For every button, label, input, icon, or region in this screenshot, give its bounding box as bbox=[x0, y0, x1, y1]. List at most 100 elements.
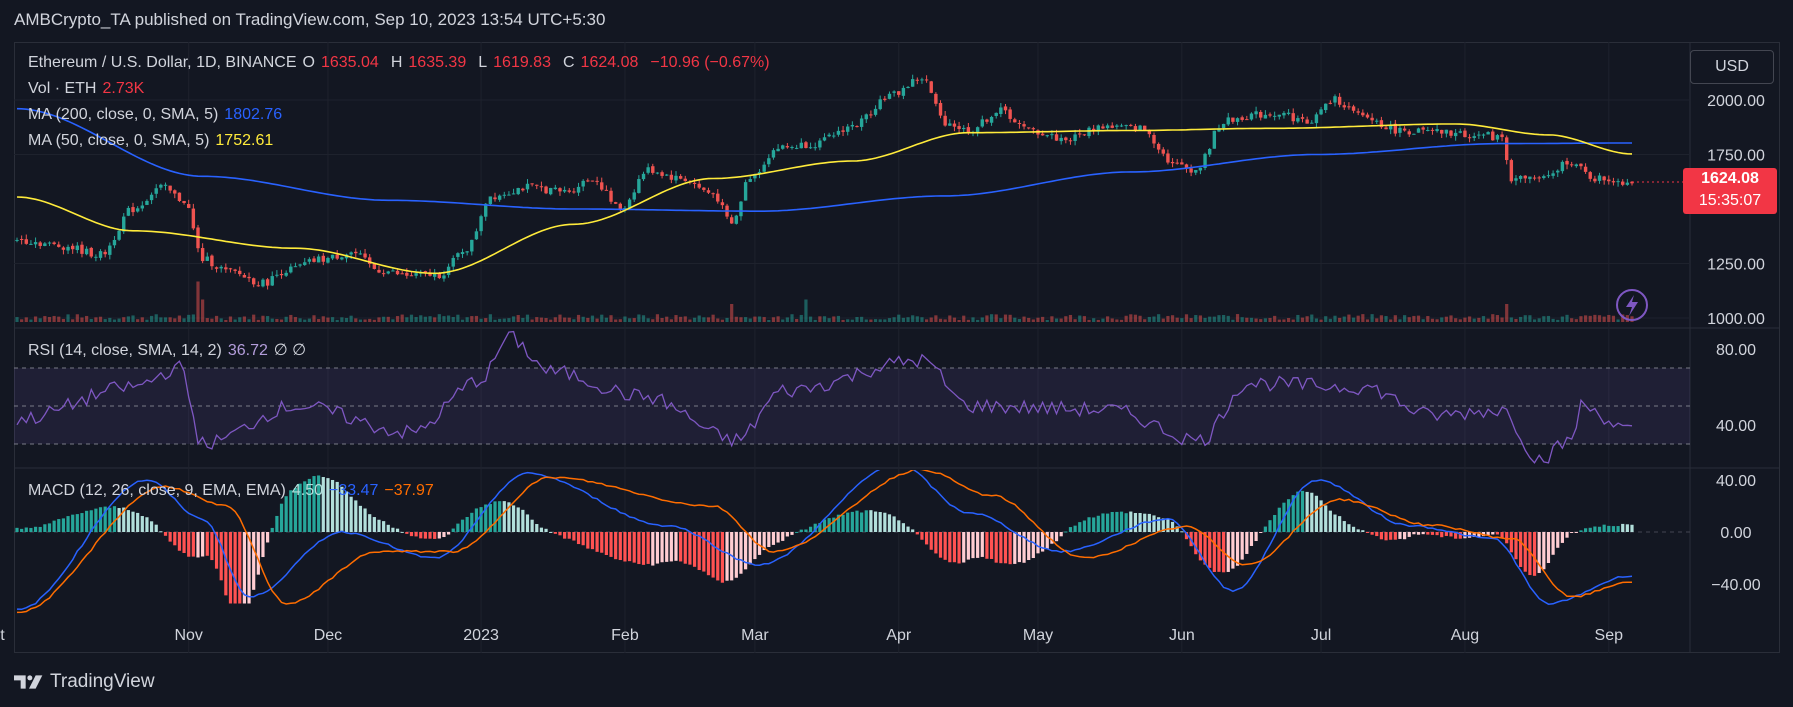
candle-body bbox=[1096, 125, 1101, 132]
macd-histogram-bar bbox=[1574, 532, 1578, 533]
price-tick-label: 1750.00 bbox=[1707, 148, 1765, 165]
candle-body bbox=[897, 91, 901, 95]
candle-body bbox=[1402, 128, 1407, 131]
macd-histogram-bar bbox=[785, 532, 789, 537]
symbol-label[interactable]: Ethereum / U.S. Dollar, 1D, BINANCE bbox=[28, 54, 297, 71]
macd-histogram-bar bbox=[1245, 532, 1249, 554]
volume-bar bbox=[683, 316, 687, 322]
volume-bar bbox=[711, 314, 715, 322]
volume-bar bbox=[632, 318, 636, 322]
macd-histogram-bar bbox=[502, 501, 506, 532]
macd-histogram-bar bbox=[94, 508, 98, 532]
volume-bar bbox=[720, 319, 725, 322]
candle-body bbox=[168, 185, 172, 191]
volume-bar bbox=[1509, 317, 1513, 322]
volume-bar bbox=[214, 315, 219, 322]
volume-bar bbox=[1068, 314, 1073, 322]
volume-bar bbox=[284, 316, 288, 322]
macd-histogram-bar bbox=[549, 531, 553, 533]
lightning-icon[interactable] bbox=[1616, 289, 1648, 321]
volume-bar bbox=[1477, 317, 1481, 322]
candle-body bbox=[395, 270, 400, 275]
macd-tick-label: −40.00 bbox=[1711, 577, 1760, 594]
volume-bar bbox=[502, 318, 506, 322]
volume-bar bbox=[1282, 319, 1286, 322]
macd-histogram-bar bbox=[279, 503, 284, 532]
macd-histogram-bar bbox=[1036, 532, 1040, 554]
candle-body bbox=[187, 204, 191, 208]
candle-body bbox=[674, 175, 678, 181]
volume-bar bbox=[627, 318, 632, 322]
currency-button[interactable]: USD bbox=[1690, 50, 1774, 84]
candle-body bbox=[832, 135, 836, 137]
volume-bar bbox=[71, 319, 75, 322]
ma200-legend[interactable]: MA (200, close, 0, SMA, 5) 1802.76 bbox=[28, 106, 288, 124]
volume-bar bbox=[971, 317, 975, 322]
macd-histogram-value: 4.50 bbox=[291, 482, 323, 499]
candle-body bbox=[1333, 96, 1337, 103]
macd-histogram-bar bbox=[1031, 532, 1035, 559]
candle-body bbox=[432, 272, 437, 277]
candle-body bbox=[1477, 134, 1481, 136]
candle-body bbox=[1625, 182, 1630, 185]
footer-brand[interactable]: TradingView bbox=[14, 671, 155, 693]
volume-bar bbox=[187, 314, 191, 322]
volume-bar bbox=[804, 299, 808, 322]
volume-bar bbox=[976, 319, 980, 322]
volume-bar bbox=[349, 315, 353, 322]
volume-bar bbox=[576, 314, 581, 322]
volume-bar bbox=[98, 316, 103, 322]
volume-bar bbox=[1310, 314, 1314, 322]
ma50-legend[interactable]: MA (50, close, 0, SMA, 5) 1752.61 bbox=[28, 132, 279, 150]
volume-bar bbox=[1356, 315, 1360, 322]
macd-histogram-bar bbox=[196, 532, 200, 558]
volume-bar bbox=[1314, 318, 1319, 322]
volume-bar bbox=[1491, 314, 1495, 322]
candle-body bbox=[465, 251, 469, 253]
volume-legend[interactable]: Vol · ETH 2.73K bbox=[28, 80, 150, 98]
volume-bar bbox=[20, 319, 24, 322]
rsi-legend[interactable]: RSI (14, close, SMA, 14, 2) 36.72 ∅ ∅ bbox=[28, 340, 312, 360]
macd-histogram-bar bbox=[154, 524, 158, 532]
macd-histogram-bar bbox=[391, 527, 395, 532]
macd-legend[interactable]: MACD (12, 26, close, 9, EMA, EMA) 4.50 −33… bbox=[28, 482, 440, 500]
volume-bar bbox=[1361, 314, 1365, 322]
volume-bar bbox=[1616, 319, 1620, 322]
macd-histogram-bar bbox=[832, 517, 836, 532]
volume-bar bbox=[1194, 315, 1198, 322]
volume-bar bbox=[544, 318, 548, 322]
volume-bar bbox=[1013, 317, 1017, 322]
macd-histogram-bar bbox=[1412, 532, 1416, 535]
volume-bar bbox=[1467, 316, 1472, 322]
macd-histogram-bar bbox=[878, 512, 882, 532]
macd-histogram-bar bbox=[1477, 532, 1481, 538]
ma200-line bbox=[16, 107, 1632, 212]
macd-histogram-bar bbox=[1481, 532, 1486, 537]
volume-bar bbox=[1152, 316, 1156, 322]
volume-bar bbox=[344, 317, 349, 322]
volume-bar bbox=[1217, 315, 1221, 322]
macd-histogram-bar bbox=[238, 532, 242, 604]
macd-histogram-bar bbox=[1384, 532, 1388, 541]
volume-bar bbox=[29, 319, 33, 322]
candle-body bbox=[1101, 126, 1105, 129]
macd-histogram-bar bbox=[525, 514, 530, 532]
macd-histogram-bar bbox=[1166, 519, 1170, 532]
volume-bar bbox=[1407, 317, 1411, 322]
macd-histogram-bar bbox=[864, 510, 868, 532]
candle-body bbox=[924, 79, 929, 81]
macd-histogram-bar bbox=[1444, 532, 1448, 536]
candle-body bbox=[358, 253, 363, 255]
macd-histogram-bar bbox=[1054, 532, 1059, 542]
candle-body bbox=[1026, 127, 1031, 129]
volume-bar bbox=[692, 317, 697, 322]
candle-body bbox=[1551, 173, 1555, 176]
macd-histogram-bar bbox=[1621, 523, 1625, 532]
macd-histogram-bar bbox=[646, 532, 650, 564]
macd-histogram-bar bbox=[57, 519, 61, 532]
volume-bar bbox=[785, 317, 789, 322]
candle-body bbox=[224, 267, 228, 270]
macd-histogram-bar bbox=[1333, 514, 1337, 532]
candle-body bbox=[98, 251, 103, 258]
